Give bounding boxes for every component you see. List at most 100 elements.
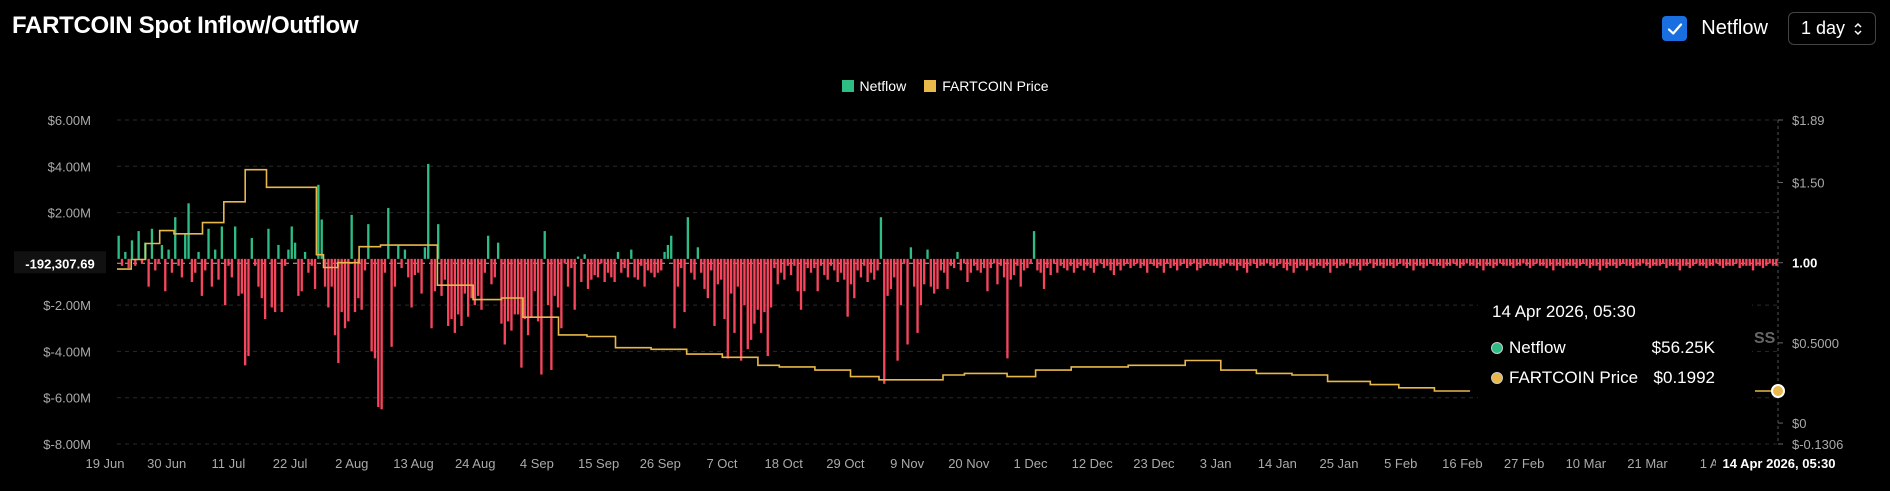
netflow-bar	[1046, 258, 1049, 269]
netflow-bar	[663, 251, 666, 259]
netflow-bar	[626, 258, 630, 278]
netflow-bar	[1052, 258, 1056, 264]
netflow-bar	[556, 258, 560, 308]
netflow-bar	[843, 258, 846, 280]
netflow-bar	[670, 235, 673, 259]
netflow-bar	[593, 258, 596, 276]
y-axis-tick-label: $2.00M	[48, 206, 91, 221]
netflow-bar	[600, 258, 603, 264]
netflow-checkbox[interactable]	[1662, 16, 1688, 41]
legend-item-netflow[interactable]: Netflow	[841, 78, 906, 94]
netflow-bar	[197, 251, 200, 259]
netflow-bar	[347, 258, 350, 322]
y-axis-tick-label: $-8.00M	[43, 437, 91, 452]
netflow-bar	[686, 217, 690, 259]
netflow-bar	[1272, 258, 1275, 269]
netflow-bar	[137, 231, 140, 259]
netflow-bar	[1299, 258, 1302, 266]
netflow-bar	[1652, 258, 1655, 266]
x-axis-tick-label: 22 Jul	[273, 456, 308, 471]
netflow-bar	[799, 258, 803, 310]
netflow-bar	[1495, 258, 1498, 266]
netflow-bar	[883, 258, 886, 384]
netflow-bar	[1642, 258, 1645, 264]
netflow-bar	[550, 258, 553, 370]
netflow-bar	[1555, 258, 1558, 266]
netflow-bar	[1362, 258, 1365, 266]
netflow-bar	[733, 258, 736, 333]
netflow-bar	[323, 258, 327, 287]
netflow-bar	[1066, 258, 1069, 271]
netflow-bar	[450, 258, 453, 320]
netflow-bar	[1059, 258, 1062, 266]
netflow-bar	[1671, 258, 1675, 266]
netflow-bar	[813, 258, 816, 269]
netflow-bar	[240, 258, 243, 294]
netflow-bar	[433, 258, 437, 292]
interval-select[interactable]: 1 day	[1787, 12, 1876, 45]
netflow-bar	[1548, 258, 1552, 266]
netflow-bar	[1039, 258, 1042, 273]
netflow-bar	[410, 258, 413, 308]
netflow-bar	[823, 258, 826, 276]
netflow-bar	[736, 258, 739, 287]
netflow-bar	[1292, 258, 1295, 273]
netflow-bar	[1582, 258, 1585, 264]
netflow-bar	[184, 233, 187, 259]
x-axis-tick-label: 5 Feb	[1384, 456, 1417, 471]
netflow-bar	[1731, 258, 1735, 266]
netflow-bar	[403, 249, 407, 259]
tooltip-dot-price	[1491, 372, 1503, 384]
legend-item-price[interactable]: FARTCOIN Price	[924, 78, 1049, 94]
netflow-bar	[899, 258, 903, 306]
netflow-bar	[1392, 258, 1395, 269]
netflow-bar	[829, 258, 833, 266]
netflow-bar	[1275, 258, 1279, 266]
netflow-bar	[1518, 258, 1522, 266]
x-axis-tick-label: 27 Feb	[1504, 456, 1544, 471]
netflow-bar	[1595, 258, 1598, 266]
x-axis-tick-label: 19 Jun	[85, 456, 124, 471]
netflow-bar	[1748, 258, 1751, 266]
netflow-bar	[1708, 258, 1711, 266]
netflow-bar	[1412, 258, 1415, 271]
netflow-bar	[1116, 258, 1119, 266]
netflow-bar	[1728, 258, 1731, 266]
tooltip-value-price: $0.1992	[1653, 368, 1715, 387]
crosshair-label-bg	[14, 251, 106, 274]
netflow-bar	[903, 258, 906, 264]
netflow-bar	[909, 247, 913, 259]
netflow-bar	[646, 258, 650, 271]
netflow-bar	[1109, 258, 1112, 271]
netflow-bar	[893, 258, 896, 278]
netflow-bar	[1602, 258, 1605, 266]
netflow-bar	[676, 258, 680, 287]
netflow-bar	[543, 231, 546, 259]
chart-controls: Netflow 1 day	[1662, 12, 1876, 45]
netflow-bar	[1635, 258, 1638, 266]
netflow-bar	[1738, 258, 1741, 269]
netflow-bar	[1385, 258, 1389, 266]
netflow-bar	[1182, 258, 1185, 264]
netflow-bar	[1528, 258, 1532, 269]
x-axis-tick-label: 3 Jan	[1200, 456, 1232, 471]
netflow-bar	[1062, 258, 1066, 269]
netflow-bar	[1252, 258, 1255, 264]
netflow-bar	[859, 258, 863, 278]
netflow-bar	[1755, 258, 1758, 266]
netflow-bar	[620, 258, 623, 273]
netflow-bar	[267, 228, 270, 259]
netflow-bar	[1142, 258, 1146, 266]
netflow-bar	[913, 258, 916, 287]
netflow-bar	[1758, 258, 1761, 266]
netflow-bar	[1485, 258, 1488, 266]
netflow-bar	[1169, 258, 1172, 269]
netflow-bar	[1622, 258, 1625, 264]
netflow-bar	[1149, 258, 1152, 264]
netflow-bar	[956, 251, 959, 259]
netflow-bar	[1269, 258, 1272, 266]
netflow-bar	[643, 258, 646, 287]
right-axis-tick-label: $-0.1306	[1792, 437, 1843, 452]
netflow-bar	[283, 258, 287, 266]
